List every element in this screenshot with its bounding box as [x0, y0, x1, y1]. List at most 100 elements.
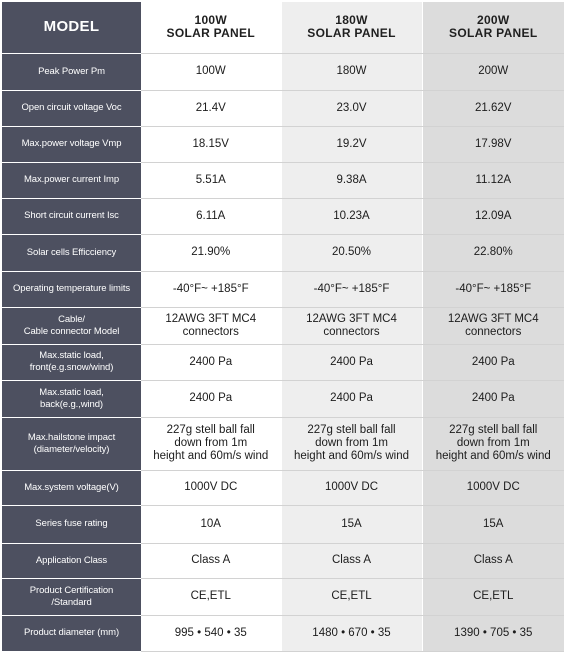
spec-row-label: Max.hailstone impact (diameter/velocity)	[2, 417, 141, 471]
spec-value-line: CE,ETL	[190, 590, 231, 602]
spec-row: Peak Power Pm 100W 180W 200W	[2, 53, 564, 91]
header-row: MODEL 100W SOLAR PANEL 180W SOLAR PANEL …	[2, 2, 564, 54]
spec-value-line: 5.51A	[195, 173, 226, 186]
spec-value-line: -40°F~ +185°F	[455, 282, 532, 295]
spec-value-line: 10.23A	[333, 209, 370, 222]
spec-label-line: Cable/	[58, 313, 85, 325]
spec-value-line: 227g stell ball fall	[307, 424, 396, 436]
spec-value-cell: 2400 Pa	[281, 380, 423, 418]
spec-value-line: 9.38A	[336, 173, 367, 186]
spec-value-cell: 21.62V	[422, 90, 564, 127]
spec-row-label: Open circuit voltage Voc	[2, 90, 141, 127]
spec-label-line: Cable connector Model	[23, 325, 120, 337]
spec-value-line: 995 • 540 • 35	[174, 626, 247, 639]
spec-value-line: Class A	[473, 554, 513, 566]
spec-value-cell: 180W	[281, 53, 423, 91]
spec-row: Short circuit current Isc 6.11A 10.23A 12.0…	[2, 198, 564, 235]
spec-label-line: Series fuse rating	[35, 518, 108, 529]
spec-row-label: Max.static load, front(e.g.snow/wind)	[2, 344, 141, 381]
spec-value-cell: 21.4V	[141, 90, 282, 127]
spec-value-cell: 227g stell ball fall down from 1m height a…	[422, 417, 564, 471]
spec-value-cell: Class A	[141, 543, 282, 579]
spec-row: Max.static load, back(e.g.,wind) 2400 Pa 24…	[2, 380, 564, 418]
spec-value-cell: 9.38A	[281, 162, 423, 199]
column-header-line: 200W	[476, 13, 510, 28]
spec-value-line: 21.62V	[475, 101, 512, 114]
spec-value-cell: 2400 Pa	[141, 344, 282, 381]
spec-value-cell: 2400 Pa	[281, 344, 423, 381]
spec-value-line: 17.98V	[475, 137, 512, 150]
spec-value-cell: CE,ETL	[422, 578, 564, 616]
spec-value-cell: 12AWG 3FT MC4 connectors	[141, 307, 282, 345]
spec-row: Max.system voltage(V) 1000V DC 1000V DC 100…	[2, 470, 564, 506]
spec-value-cell: 1000V DC	[141, 470, 282, 506]
spec-value-line: 22.80%	[473, 246, 513, 258]
model-label: MODEL	[2, 2, 141, 54]
spec-value-line: 11.12A	[475, 173, 512, 186]
spec-value-line: 227g stell ball fall	[449, 424, 538, 436]
spec-row-label: Product diameter (mm)	[2, 615, 141, 652]
spec-value-line: 10A	[200, 517, 221, 530]
spec-row-label: Max.power current Imp	[2, 162, 141, 199]
spec-value-line: down from 1m	[315, 437, 388, 449]
spec-value-line: CE,ETL	[473, 590, 514, 602]
spec-value-cell: 10.23A	[281, 198, 423, 235]
spec-value-line: 12AWG 3FT MC4	[165, 312, 257, 325]
spec-row: Operating temperature limits -40°F~ +185°…	[2, 271, 564, 308]
spec-value-line: 19.2V	[336, 137, 367, 150]
spec-label-line: Open circuit voltage Voc	[21, 102, 122, 113]
spec-row: Open circuit voltage Voc 21.4V 23.0V 21.62V	[2, 90, 564, 127]
column-header-100w: 100W SOLAR PANEL	[141, 2, 282, 54]
spec-value-line: Class A	[191, 554, 231, 566]
spec-value-cell: Class A	[422, 543, 564, 579]
spec-value-line: 21.90%	[191, 246, 231, 258]
spec-value-line: down from 1m	[456, 437, 530, 449]
spec-row: Application Class Class A Class A Class A	[2, 543, 564, 579]
spec-label-line: /Standard	[51, 596, 92, 608]
spec-row: Solar cells Efficciency 21.90% 20.50% 22.80…	[2, 234, 564, 272]
spec-value-cell: Class A	[281, 543, 423, 579]
column-header-line: SOLAR PANEL	[449, 26, 538, 41]
spec-value-cell: CE,ETL	[141, 578, 282, 616]
spec-value-cell: 22.80%	[422, 234, 564, 272]
column-header-line: 100W	[194, 13, 228, 28]
column-header-200w: 200W SOLAR PANEL	[422, 2, 564, 54]
spec-row: Max.power current Imp 5.51A 9.38A 11.12A	[2, 162, 564, 199]
spec-value-cell: 15A	[422, 505, 564, 544]
spec-value-cell: 12AWG 3FT MC4 connectors	[422, 307, 564, 345]
spec-label-line: Max.system voltage(V)	[24, 481, 119, 493]
spec-value-line: 23.0V	[336, 101, 367, 114]
spec-value-cell: 19.2V	[281, 126, 423, 163]
spec-value-cell: 18.15V	[141, 126, 282, 163]
spec-value-line: 200W	[478, 65, 509, 77]
spec-value-cell: -40°F~ +185°F	[141, 271, 282, 308]
spec-value-line: -40°F~ +185°F	[172, 282, 249, 295]
column-header-line: SOLAR PANEL	[307, 26, 396, 41]
spec-value-cell: 10A	[141, 505, 282, 544]
spec-value-cell: 17.98V	[422, 126, 564, 163]
spec-value-cell: 21.90%	[141, 234, 282, 272]
spec-row: Cable/Cable connector Model 12AWG 3FT MC4…	[2, 307, 564, 345]
spec-row-label: Short circuit current Isc	[2, 198, 141, 235]
spec-value-cell: 100W	[141, 53, 282, 91]
spec-row-label: Peak Power Pm	[2, 53, 141, 91]
spec-value-cell: 1390 • 705 • 35	[422, 615, 564, 652]
spec-value-line: 1480 • 670 • 35	[312, 626, 391, 639]
spec-row-label: Series fuse rating	[2, 505, 141, 544]
spec-row-label: Cable/Cable connector Model	[2, 307, 141, 345]
spec-row: Product diameter (mm) 995 • 540 • 35 1480 …	[2, 615, 564, 652]
spec-value-cell: 5.51A	[141, 162, 282, 199]
spec-value-cell: 2400 Pa	[422, 380, 564, 418]
spec-label-line: Max.hailstone impact	[27, 431, 116, 443]
spec-table-body: Peak Power Pm 100W 180W 200W Open circuit vo…	[2, 53, 564, 652]
spec-value-cell: 995 • 540 • 35	[141, 615, 282, 652]
spec-value-line: height and 60m/s wind	[435, 450, 551, 462]
spec-value-cell: 227g stell ball fall down from 1m height a…	[141, 417, 282, 471]
column-header-180w: 180W SOLAR PANEL	[281, 2, 423, 54]
spec-value-cell: 6.11A	[141, 198, 282, 235]
spec-value-line: height and 60m/s wind	[293, 450, 410, 462]
spec-label-line: Max.static load,	[39, 386, 104, 398]
spec-value-line: 2400 Pa	[189, 355, 233, 368]
spec-value-line: 12AWG 3FT MC4	[306, 312, 397, 325]
